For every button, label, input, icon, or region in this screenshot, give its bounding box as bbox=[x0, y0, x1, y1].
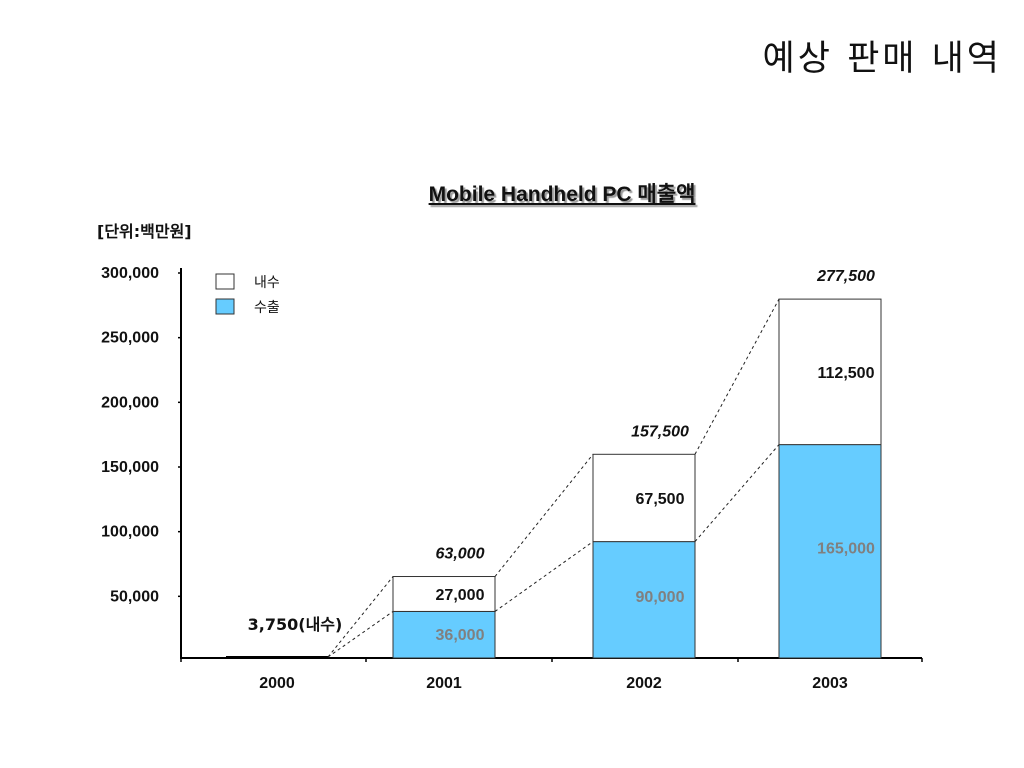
connector-export-0 bbox=[327, 611, 394, 658]
data-label-export-2001: 36,000 bbox=[436, 627, 485, 644]
connector-total-1 bbox=[494, 453, 594, 577]
x-tick-label-2003: 2003 bbox=[812, 675, 848, 692]
connector-total-2 bbox=[694, 298, 780, 455]
bar-domestic-2003 bbox=[778, 298, 882, 446]
data-label-domestic-2000: 3,750(내수) bbox=[248, 615, 343, 634]
bar-export-2002 bbox=[592, 541, 696, 659]
x-tick-label-2001: 2001 bbox=[426, 675, 462, 692]
chart-title: Mobile Handheld PC 매출액 bbox=[428, 183, 696, 206]
unit-label: [단위:백만원] bbox=[97, 222, 192, 241]
data-label-export-2003: 165,000 bbox=[817, 540, 875, 557]
legend-label-1: 수출 bbox=[254, 300, 280, 316]
page-title: 예상 판매 내역 bbox=[762, 39, 1002, 79]
data-label-domestic-2001: 27,000 bbox=[436, 587, 485, 604]
data-label-domestic-2002: 67,500 bbox=[636, 491, 685, 508]
legend-swatch-0 bbox=[215, 273, 235, 290]
y-tick-label-5: 300,000 bbox=[101, 265, 159, 282]
total-label-2001: 63,000 bbox=[436, 546, 485, 563]
connector-total-0 bbox=[327, 576, 394, 658]
legend-label-0: 내수 bbox=[254, 275, 280, 291]
connector-export-1 bbox=[494, 541, 594, 612]
x-tick-label-2000: 2000 bbox=[259, 675, 295, 692]
y-tick-label-4: 250,000 bbox=[101, 330, 159, 347]
bar-export-2001 bbox=[392, 610, 496, 659]
y-tick-label-0: 50,000 bbox=[110, 588, 159, 605]
legend-swatch-1 bbox=[215, 298, 235, 315]
total-label-2002: 157,500 bbox=[631, 423, 689, 440]
y-tick-label-3: 200,000 bbox=[101, 394, 159, 411]
y-tick-label-1: 100,000 bbox=[101, 524, 159, 541]
x-tick-label-2002: 2002 bbox=[626, 675, 662, 692]
connector-export-2 bbox=[694, 444, 780, 542]
total-label-2003: 277,500 bbox=[816, 268, 875, 285]
bar-export-2003 bbox=[778, 444, 882, 659]
y-tick-label-2: 150,000 bbox=[101, 459, 159, 476]
bar-domestic-2001 bbox=[392, 576, 496, 612]
data-label-export-2002: 90,000 bbox=[636, 589, 685, 606]
data-label-domestic-2003: 112,500 bbox=[818, 365, 875, 382]
bar-domestic-2002 bbox=[592, 453, 696, 543]
